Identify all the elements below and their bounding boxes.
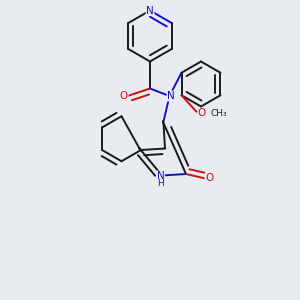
Text: N: N xyxy=(146,5,154,16)
Text: H: H xyxy=(157,179,164,188)
Text: N: N xyxy=(167,91,175,101)
Text: N: N xyxy=(157,171,164,181)
Text: O: O xyxy=(198,108,206,118)
Text: O: O xyxy=(205,173,213,184)
Text: CH₃: CH₃ xyxy=(211,109,227,118)
Text: O: O xyxy=(120,91,128,101)
